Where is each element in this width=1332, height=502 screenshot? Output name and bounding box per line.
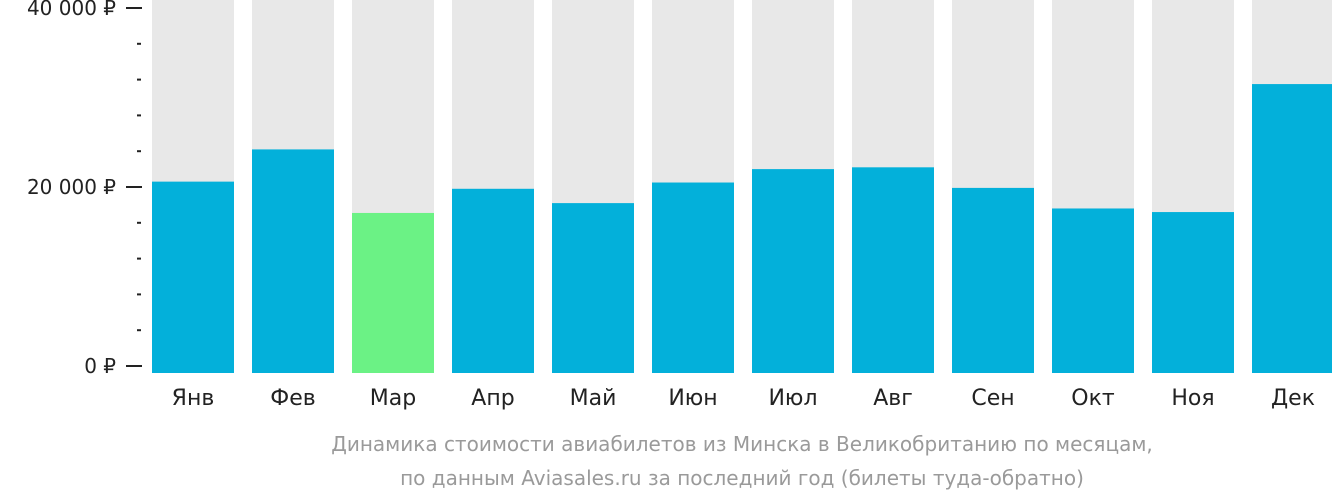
x-tick-label: Янв bbox=[172, 386, 215, 411]
y-axis: 0 ₽ 20 000 ₽ 40 000 ₽ bbox=[27, 0, 142, 378]
x-tick-label: Фев bbox=[270, 386, 315, 411]
bar-7 bbox=[752, 169, 834, 373]
price-bars bbox=[152, 84, 1332, 373]
x-tick-label: Апр bbox=[471, 386, 514, 411]
chart-caption-line-1: Динамика стоимости авиабилетов из Минска… bbox=[331, 432, 1153, 456]
x-tick-label: Ноя bbox=[1171, 386, 1214, 411]
x-tick-label: Июл bbox=[768, 386, 817, 411]
x-tick-label: Мар bbox=[370, 386, 416, 411]
price-chart: 0 ₽ 20 000 ₽ 40 000 ₽ Янв Фев Мар Апр Май Июн Ию… bbox=[27, 0, 1332, 411]
x-axis-labels: Янв Фев Мар Апр Май Июн Июл Авг Сен Окт Ноя Дек bbox=[172, 386, 1315, 411]
bar-1 bbox=[152, 181, 234, 373]
bar-3 bbox=[352, 212, 434, 373]
bar-12 bbox=[1252, 84, 1332, 373]
x-tick-label: Авг bbox=[873, 386, 913, 411]
x-tick-label: Июн bbox=[668, 386, 717, 411]
x-tick-label: Сен bbox=[971, 386, 1014, 411]
bar-9 bbox=[952, 187, 1034, 373]
bar-6 bbox=[652, 182, 734, 373]
x-tick-label: Дек bbox=[1271, 386, 1315, 411]
chart-caption-line-2: по данным Aviasales.ru за последний год … bbox=[400, 466, 1084, 490]
bar-8 bbox=[852, 167, 934, 373]
y-tick-label: 40 000 ₽ bbox=[27, 0, 116, 20]
bar-4 bbox=[452, 188, 534, 373]
bar-11 bbox=[1152, 212, 1234, 373]
x-tick-label: Май bbox=[570, 386, 617, 411]
y-tick-label: 0 ₽ bbox=[84, 354, 116, 378]
y-tick-label: 20 000 ₽ bbox=[27, 175, 116, 199]
bar-2 bbox=[252, 149, 334, 373]
bar-5 bbox=[552, 203, 634, 373]
x-tick-label: Окт bbox=[1071, 386, 1115, 411]
bar-10 bbox=[1052, 208, 1134, 373]
